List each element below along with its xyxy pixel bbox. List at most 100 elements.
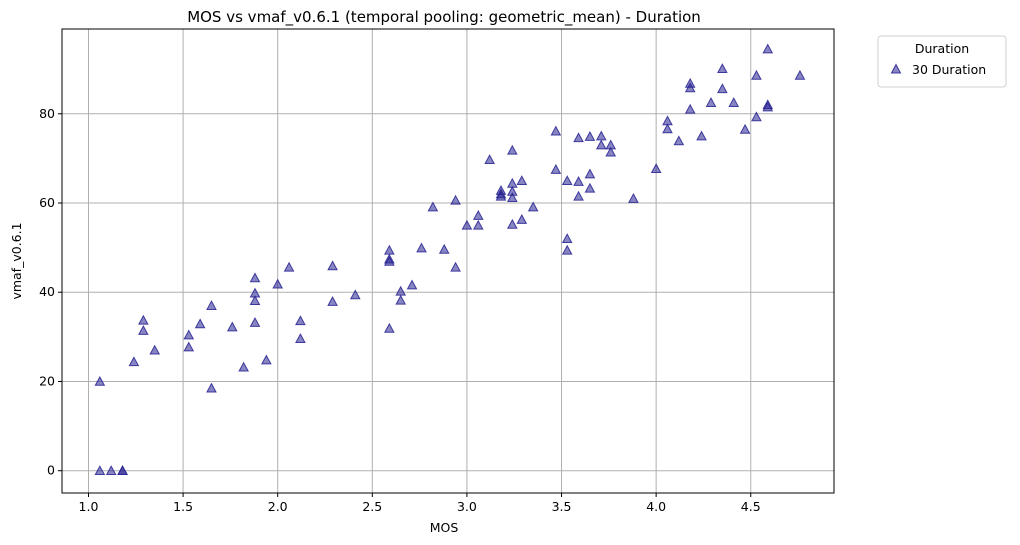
data-point (327, 296, 338, 306)
data-point (194, 318, 206, 329)
x-tick-label: 1.5 (173, 499, 193, 514)
data-point (249, 295, 261, 306)
data-point (295, 333, 306, 343)
y-axis-ticks: 0 20 40 60 80 (39, 106, 62, 478)
data-point (438, 243, 450, 254)
data-point (395, 285, 407, 296)
x-tick-label: 4.0 (646, 499, 666, 514)
data-point (495, 188, 507, 199)
y-tick-label: 80 (39, 106, 55, 121)
plot-frame (61, 28, 835, 494)
y-axis-label: vmaf_v0.6.1 (9, 222, 24, 299)
data-point (662, 123, 673, 134)
y-tick-label: 20 (39, 373, 55, 388)
data-point (516, 213, 528, 224)
data-point (705, 97, 717, 107)
x-tick-label: 2.0 (268, 499, 288, 514)
data-point (461, 219, 473, 230)
y-tick-label: 0 (47, 463, 55, 478)
data-point (527, 201, 539, 212)
data-point (751, 111, 762, 122)
data-point (183, 329, 195, 340)
y-tick-label: 60 (39, 195, 55, 210)
data-point (506, 218, 518, 229)
data-point (472, 219, 484, 230)
legend-box (877, 35, 1007, 88)
data-point (628, 192, 639, 203)
data-point (728, 97, 740, 107)
data-point (696, 130, 707, 141)
x-tick-label: 3.5 (552, 499, 572, 514)
data-point (272, 278, 284, 289)
data-point (561, 175, 573, 186)
data-point (349, 289, 361, 300)
data-point (249, 317, 261, 327)
data-point (684, 103, 696, 114)
y-tick-label: 40 (39, 284, 55, 299)
data-point (183, 341, 195, 352)
data-point (506, 144, 518, 155)
data-point (450, 194, 461, 205)
data-point (94, 375, 106, 386)
data-point (206, 300, 217, 310)
data-point (573, 176, 584, 186)
data-point (739, 123, 751, 134)
data-point (128, 356, 140, 367)
data-point (762, 101, 774, 112)
data-point (584, 182, 596, 193)
data-point (717, 63, 728, 74)
data-points (94, 43, 806, 476)
x-tick-label: 1.0 (79, 499, 99, 514)
data-point (295, 315, 306, 326)
data-point (206, 382, 217, 393)
data-point (550, 163, 562, 174)
legend-marker-triangle (890, 63, 902, 74)
data-point (751, 69, 762, 80)
data-point (416, 242, 427, 253)
x-tick-label: 4.5 (741, 499, 761, 514)
data-point (794, 69, 806, 80)
data-point (117, 465, 128, 476)
data-point (762, 43, 774, 54)
data-point (327, 260, 338, 271)
data-point (261, 354, 272, 365)
data-point (684, 82, 696, 93)
data-point (717, 83, 728, 94)
data-point (595, 139, 607, 150)
legend-entry-label: 30 Duration (912, 62, 986, 77)
legend-title: Duration (915, 41, 969, 56)
data-point (283, 261, 295, 272)
data-point (650, 163, 662, 173)
data-point (427, 201, 439, 212)
data-point (516, 175, 528, 186)
data-point (605, 146, 617, 157)
data-point (149, 344, 161, 355)
data-point (238, 361, 249, 372)
data-point (484, 154, 495, 165)
data-point (561, 244, 573, 255)
data-point (450, 261, 461, 272)
data-point (384, 322, 395, 333)
data-point (550, 125, 562, 136)
data-point (584, 130, 596, 141)
data-point (573, 132, 584, 143)
data-point (584, 168, 596, 179)
x-tick-label: 3.0 (457, 499, 477, 514)
data-point (138, 325, 149, 335)
data-point (226, 321, 238, 332)
grid-lines (62, 29, 834, 493)
data-point (673, 135, 685, 146)
data-point (506, 192, 518, 202)
x-axis-ticks: 1.0 1.5 2.0 2.5 3.0 3.5 4.0 4.5 (79, 493, 761, 514)
data-point (105, 465, 117, 476)
data-point (406, 279, 418, 290)
data-point (138, 314, 149, 325)
data-point (384, 244, 395, 255)
data-point (595, 130, 607, 141)
data-point (472, 209, 484, 220)
data-point (395, 294, 407, 305)
data-point (249, 272, 261, 283)
chart-title: MOS vs vmaf_v0.6.1 (temporal pooling: ge… (187, 8, 701, 27)
x-tick-label: 2.5 (362, 499, 382, 514)
